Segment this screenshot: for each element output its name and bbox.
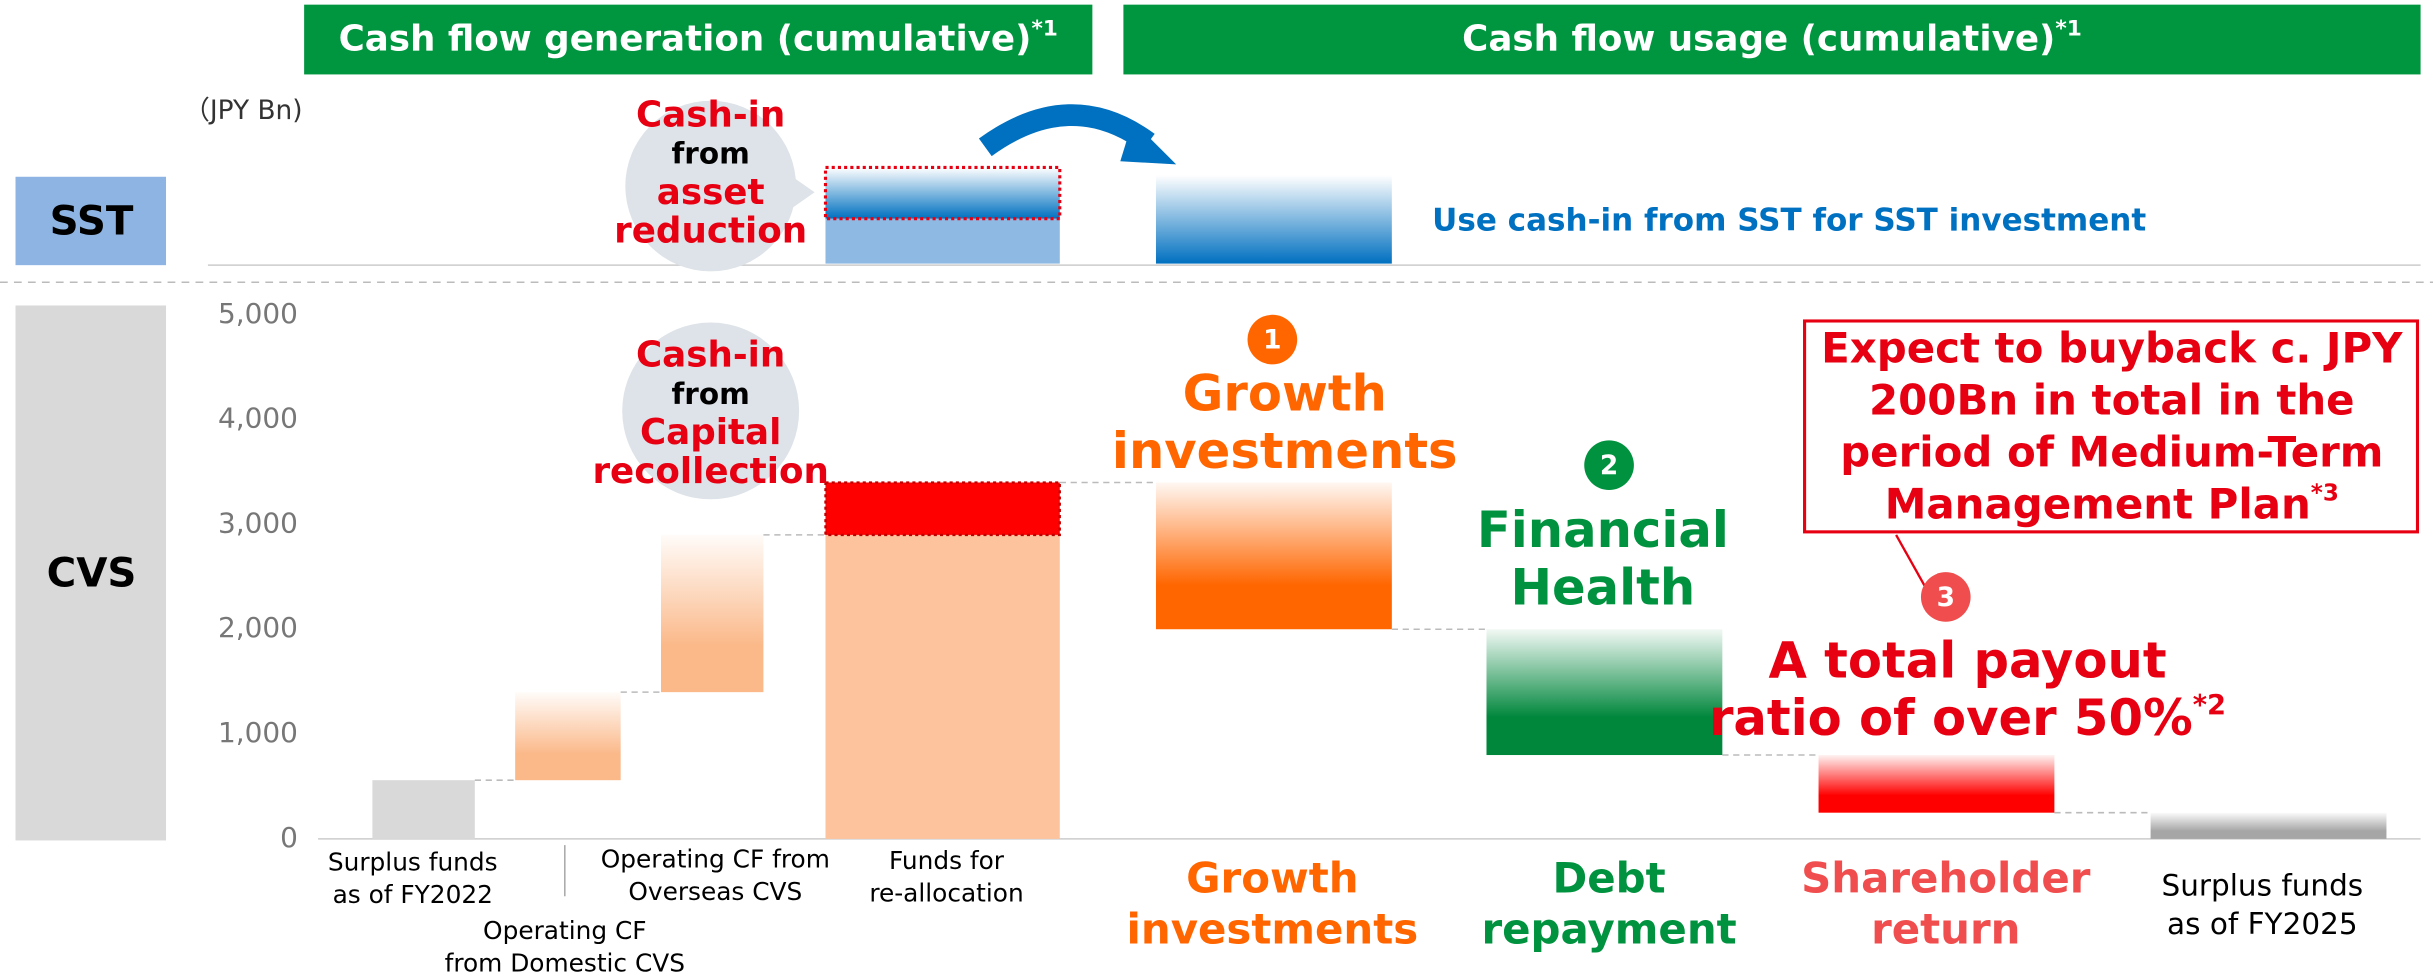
- x-tick-label: Funds for: [889, 846, 1005, 875]
- x-tick-label: Surplus funds: [2161, 868, 2363, 902]
- header-box: [304, 4, 1093, 75]
- bar: [1486, 629, 1723, 756]
- bubble-text: from: [671, 377, 749, 411]
- annotation-text: period of Medium-Term: [1840, 427, 2383, 476]
- arrow: [978, 104, 1155, 157]
- x-tick-label: as of FY2022: [333, 880, 493, 909]
- annotation: Growth: [1183, 364, 1387, 422]
- bubble-text: Cash-in: [636, 94, 785, 135]
- unit: （JPY Bn): [184, 96, 303, 126]
- bubble-tail: [783, 170, 815, 214]
- header-text: Cash flow usage (cumulative): [1462, 18, 2055, 59]
- x-tick-label: Debt: [1552, 853, 1665, 902]
- footnote-mark: *3: [2311, 480, 2339, 506]
- y-tick-label: 2,000: [218, 611, 298, 644]
- annotation: 200Bn in total in the: [1869, 375, 2355, 424]
- marker-circle: [1920, 572, 1971, 622]
- header-title: Cash flow generation (cumulative)*1: [339, 16, 1058, 59]
- x-tick-label: return: [1871, 904, 2020, 953]
- sst-bar: [1155, 175, 1392, 264]
- annotation-text: Expect to buyback c. JPY: [1821, 323, 2403, 372]
- header-text: Cash flow generation (cumulative): [339, 18, 1032, 59]
- marker-number: 3: [1937, 583, 1955, 613]
- annotation-text: ratio of over 50%: [1709, 689, 2193, 747]
- sst-bar: [823, 165, 1062, 221]
- sst-label: SST: [50, 197, 134, 244]
- marker-number: 1: [1263, 326, 1281, 356]
- marker-circle: [1584, 440, 1634, 490]
- x-tick-label: from Domestic CVS: [445, 948, 685, 977]
- header-title: Cash flow usage (cumulative)*1: [1462, 16, 2082, 59]
- annotation: Financial: [1477, 501, 1729, 559]
- y-tick-label: 1,000: [218, 716, 298, 749]
- x-tick-label: investments: [1127, 904, 1419, 953]
- x-tick-label: re-allocation: [869, 879, 1023, 908]
- bubble: [622, 322, 800, 500]
- x-tick-label: Growth: [1186, 853, 1358, 902]
- sst-box: [15, 176, 167, 266]
- bubble-text: Cash-in: [636, 335, 785, 376]
- annotation-text: 200Bn in total in the: [1869, 375, 2355, 424]
- bubble-text: from: [671, 137, 749, 171]
- annotation-text: Management Plan: [1885, 479, 2311, 528]
- x-tick-label: as of FY2025: [2167, 907, 2358, 941]
- y-tick-label: 3,000: [218, 506, 298, 539]
- annotation: period of Medium-Term: [1840, 427, 2383, 476]
- sst-bar: [825, 218, 1060, 264]
- arrow-head: [1120, 120, 1177, 165]
- bubble-text: recollection: [592, 451, 828, 492]
- cvs-box: [15, 305, 167, 841]
- bubble: [625, 100, 797, 272]
- bar: [661, 534, 764, 693]
- y-tick-label: 5,000: [218, 297, 298, 330]
- footnote-mark: *1: [2055, 16, 2081, 41]
- annotation-text: A total payout: [1768, 631, 2166, 689]
- y-tick-label: 4,000: [218, 402, 298, 435]
- bar: [372, 780, 475, 839]
- annotation: ratio of over 50%*2: [1709, 689, 2226, 747]
- sst-note: Use cash-in from SST for SST investment: [1432, 203, 2146, 239]
- x-tick-label: Overseas CVS: [628, 877, 802, 906]
- annotation: investments: [1112, 422, 1458, 480]
- x-tick-label: repayment: [1481, 904, 1736, 953]
- marker-number: 2: [1600, 451, 1618, 481]
- header-box: [1123, 4, 2421, 75]
- x-tick-label: Surplus funds: [328, 848, 498, 877]
- x-tick-label: Operating CF: [483, 916, 646, 945]
- annotation: Management Plan*3: [1885, 479, 2339, 528]
- annotation: Health: [1510, 558, 1695, 616]
- x-tick-label: Operating CF from: [601, 845, 830, 874]
- bar: [1155, 482, 1392, 630]
- annotation: A total payout: [1768, 631, 2166, 689]
- base-bar: [825, 534, 1060, 839]
- bar: [2150, 812, 2387, 839]
- footnote-mark: *1: [1031, 16, 1057, 41]
- bubble-text: Capital: [640, 412, 781, 453]
- bubble-text: asset: [657, 172, 765, 213]
- bubble-text: reduction: [614, 211, 807, 252]
- x-tick-label: Shareholder: [1801, 853, 2091, 902]
- cvs-label: CVS: [47, 549, 137, 596]
- annotation: Expect to buyback c. JPY: [1821, 323, 2403, 372]
- bar: [515, 692, 621, 781]
- y-tick-label: 0: [280, 821, 298, 854]
- footnote-mark: *2: [2193, 690, 2226, 721]
- bar: [1818, 755, 2055, 813]
- callout-box: [1803, 319, 2420, 534]
- bar: [824, 481, 1061, 537]
- marker-circle: [1247, 314, 1298, 365]
